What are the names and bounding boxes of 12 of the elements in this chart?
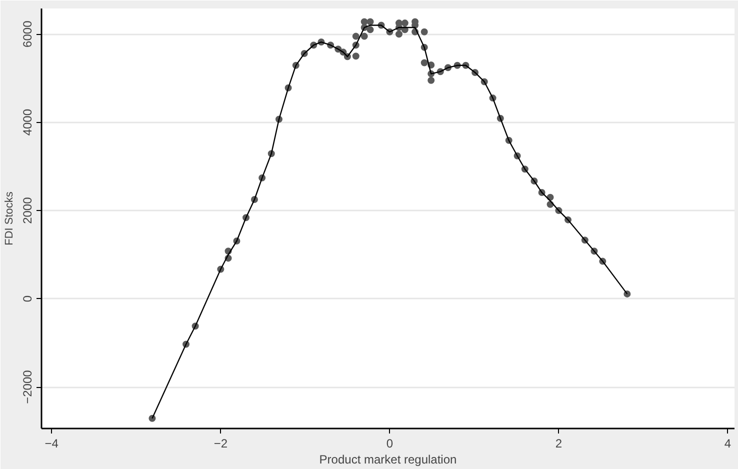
x-tick-label: −2 [214,436,228,450]
x-axis-title: Product market regulation [319,452,457,466]
x-tick-label: 2 [555,436,562,450]
x-tick-label: 4 [724,436,732,450]
y-tick-label: 4000 [20,108,34,136]
y-axis-title: FDI Stocks [4,191,16,246]
x-tick-label: 0 [386,436,394,450]
y-tick-label: 0 [20,295,34,302]
y-tick-label: −2000 [20,370,34,404]
x-tick-label: −4 [44,436,59,450]
y-tick-label: 2000 [20,196,34,224]
y-tick-label: 6000 [20,20,34,48]
